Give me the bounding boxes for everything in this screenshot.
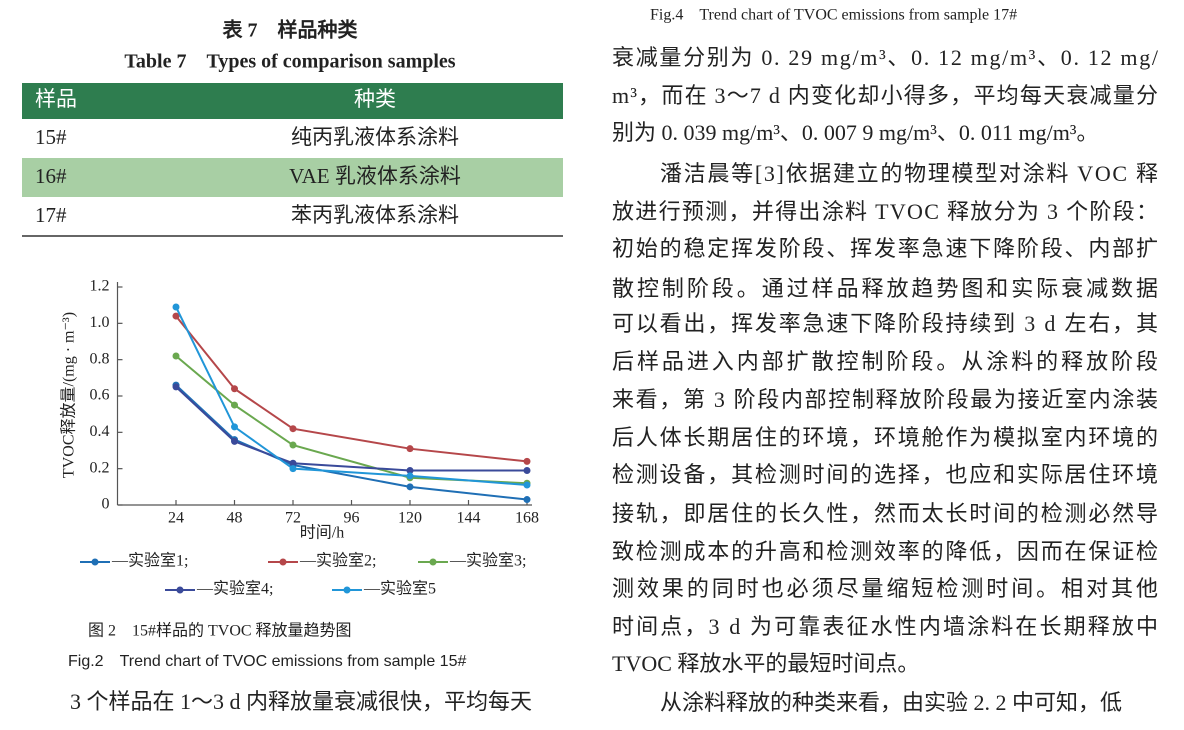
table-header-cell: 种类 bbox=[354, 87, 396, 111]
series-point bbox=[523, 457, 531, 465]
legend-dot bbox=[91, 558, 99, 566]
y-axis-label: TVOC释放量/(mg · m⁻³) bbox=[60, 312, 78, 478]
left-text: 3 个样品在 1～3 d 内释放量衰减很快，平均每天 bbox=[70, 689, 532, 714]
series-point bbox=[406, 466, 414, 474]
y-tick-label: 0.2 bbox=[90, 459, 110, 476]
legend-dot bbox=[429, 558, 437, 566]
paragraph-line: m³，而在 3～7 d 内变化却小得多，平均每天衰减量分 bbox=[612, 83, 1158, 108]
paragraph-line: 衰减量分别为 0. 29 mg/m³、0. 12 mg/m³、0. 12 mg/ bbox=[612, 45, 1159, 70]
x-tick-label: 120 bbox=[398, 510, 422, 527]
legend-label: —实验室3; bbox=[449, 552, 526, 570]
y-tick-label: 0.4 bbox=[90, 423, 110, 440]
table-caption-en: Table 7 Types of comparison samples bbox=[124, 51, 455, 73]
series-point bbox=[289, 459, 297, 467]
x-tick-label: 72 bbox=[285, 510, 301, 527]
y-tick-label: 0.8 bbox=[90, 350, 110, 367]
paragraph-line: 潘洁晨等[3]依据建立的物理模型对涂料 VOC 释 bbox=[660, 161, 1158, 186]
series-point bbox=[406, 445, 414, 453]
paragraph-line: 测效果的同时也必须尽量缩短检测时间。相对其他 bbox=[612, 576, 1158, 601]
paragraph-line: 时间点，3 d 为可靠表征水性内墙涂料在长期释放中 bbox=[612, 614, 1158, 639]
x-tick-label: 168 bbox=[515, 510, 539, 527]
x-axis-label: 时间/h bbox=[300, 524, 344, 542]
right-header: Fig.4 Trend chart of TVOC emissions from… bbox=[650, 7, 1017, 24]
y-tick-label: 0 bbox=[102, 496, 110, 513]
x-tick-label: 24 bbox=[168, 510, 184, 527]
table-cell: 15# bbox=[35, 125, 67, 149]
series-point bbox=[523, 481, 531, 489]
series-point bbox=[289, 425, 297, 433]
series-point bbox=[172, 312, 180, 320]
paragraph-line: 初始的稳定挥发阶段、挥发率急速下降阶段、内部扩 bbox=[612, 236, 1158, 261]
table-cell: 17# bbox=[35, 203, 67, 227]
table-caption-cn: 表 7 样品种类 bbox=[223, 18, 358, 42]
series-point bbox=[231, 437, 238, 445]
paragraph-line: 可以看出，挥发率急速下降阶段持续到 3 d 左右，其 bbox=[612, 311, 1158, 336]
series-line bbox=[175, 315, 528, 463]
legend-dot bbox=[176, 586, 184, 594]
series-point bbox=[406, 483, 414, 491]
series-point bbox=[172, 352, 180, 360]
paragraph-line: 散控制阶段。通过样品释放趋势图和实际衰减数据 bbox=[612, 276, 1158, 301]
legend-label: —实验室5 bbox=[363, 580, 436, 598]
x-tick-label: 144 bbox=[457, 510, 481, 527]
series-line bbox=[175, 384, 528, 501]
paragraph-line: 后样品进入内部扩散控制阶段。从涂料的释放阶段 bbox=[612, 349, 1158, 374]
series-point bbox=[406, 472, 414, 480]
series-line bbox=[175, 306, 528, 487]
paragraph-line: 来看，第 3 阶段内部控制释放阶段最为接近室内涂装 bbox=[612, 387, 1158, 412]
chart-caption-cn: 图 2 15#样品的 TVOC 释放量趋势图 bbox=[88, 622, 352, 640]
x-tick-label: 48 bbox=[227, 510, 243, 527]
paragraph-line: 别为 0. 039 mg/m³、0. 007 9 mg/m³、0. 011 mg… bbox=[612, 120, 1098, 145]
paragraph-line: 致检测成本的升高和检测效率的降低，因而在保证检 bbox=[612, 539, 1158, 564]
table-header-cell: 样品 bbox=[35, 87, 77, 111]
paragraph-line: 放进行预测，并得出涂料 TVOC 释放分为 3 个阶段： bbox=[612, 199, 1158, 224]
series-point bbox=[523, 466, 531, 474]
table-cell: 苯丙乳液体系涂料 bbox=[291, 203, 459, 227]
legend-label: —实验室2; bbox=[299, 552, 376, 570]
table-cell: 16# bbox=[35, 164, 67, 188]
series-line bbox=[175, 355, 528, 485]
table-cell: VAE 乳液体系涂料 bbox=[289, 164, 461, 188]
legend-dot bbox=[343, 586, 351, 594]
series-point bbox=[231, 385, 238, 393]
series-point bbox=[231, 401, 238, 409]
series-point bbox=[523, 496, 531, 504]
series-point bbox=[172, 303, 180, 311]
series-point bbox=[172, 383, 180, 391]
paragraph-line: TVOC 释放水平的最短时间点。 bbox=[612, 651, 919, 676]
paragraph-line: 接轨，即居住的长久性，然而太长时间的检测必然导 bbox=[612, 501, 1158, 526]
legend-label: —实验室4; bbox=[196, 580, 273, 598]
paragraph-line: 从涂料释放的种类来看，由实验 2. 2 中可知，低 bbox=[660, 690, 1122, 715]
y-tick-label: 1.0 bbox=[90, 314, 110, 331]
chart-caption-en: Fig.2 Trend chart of TVOC emissions from… bbox=[68, 653, 466, 670]
x-tick-label: 96 bbox=[344, 510, 360, 527]
series-point bbox=[289, 441, 297, 449]
paragraph-line: 后人体长期居住的环境，环境舱作为模拟室内环境的 bbox=[612, 425, 1158, 450]
table-header-bg bbox=[22, 83, 563, 119]
series-point bbox=[231, 423, 238, 431]
table-row-bg bbox=[22, 158, 563, 197]
table-cell: 纯丙乳液体系涂料 bbox=[291, 125, 459, 149]
paragraph-line: 检测设备，其检测时间的选择，也应和实际居住环境 bbox=[612, 462, 1158, 487]
series-point bbox=[289, 465, 297, 473]
legend-label: —实验室1; bbox=[111, 552, 188, 570]
y-tick-label: 0.6 bbox=[90, 387, 110, 404]
y-tick-label: 1.2 bbox=[90, 278, 110, 295]
legend-dot bbox=[279, 558, 287, 566]
